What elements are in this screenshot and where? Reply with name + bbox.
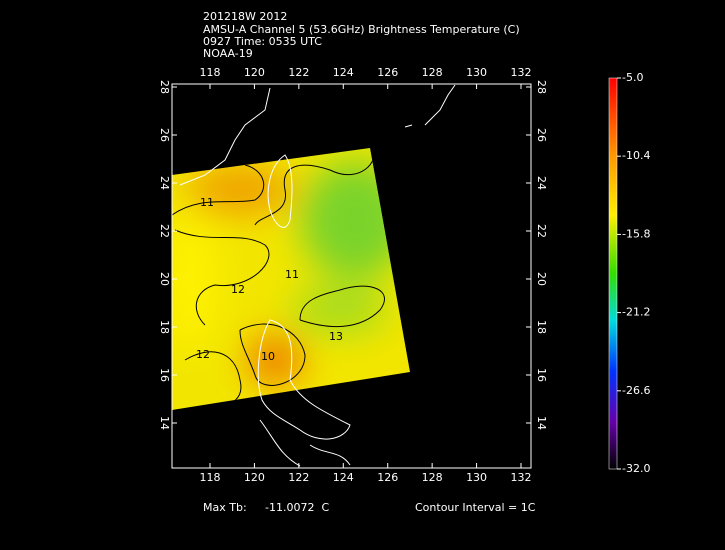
contour bbox=[174, 229, 270, 326]
max-tb-value: -11.0072 C bbox=[265, 501, 329, 514]
lon-tick-label: 118 bbox=[199, 66, 220, 79]
lat-tick-label: 20 bbox=[535, 272, 548, 286]
lon-tick-label: 122 bbox=[288, 471, 309, 484]
contour-label: 10 bbox=[261, 350, 275, 363]
header-line: 201218W 2012 bbox=[203, 10, 287, 23]
contour bbox=[239, 323, 306, 386]
coastline bbox=[259, 419, 351, 467]
shade bbox=[172, 210, 215, 350]
header-line: AMSU-A Channel 5 (53.6GHz) Brightness Te… bbox=[203, 23, 520, 36]
colorbar-tick-label: -15.8 bbox=[622, 227, 650, 240]
swath-shading bbox=[172, 160, 410, 385]
contour-label: 11 bbox=[200, 196, 214, 209]
coastline bbox=[267, 154, 293, 228]
lon-tick-label: 124 bbox=[333, 66, 354, 79]
lat-tick-label: 18 bbox=[535, 320, 548, 334]
lon-tick-label: 126 bbox=[377, 66, 398, 79]
lat-tick-label: 28 bbox=[158, 80, 171, 94]
coastline bbox=[404, 84, 456, 128]
contour-label: 13 bbox=[329, 330, 343, 343]
lon-tick-label: 130 bbox=[466, 66, 487, 79]
contour bbox=[172, 164, 265, 216]
lon-tick-label: 130 bbox=[466, 471, 487, 484]
lon-tick-label: 122 bbox=[288, 66, 309, 79]
contour-label: 12 bbox=[196, 348, 210, 361]
lat-tick-label: 18 bbox=[158, 320, 171, 334]
lat-tick-label: 28 bbox=[535, 80, 548, 94]
colorbar-tick-label: -5.0 bbox=[622, 71, 643, 84]
colorbar-tick-label: -32.0 bbox=[622, 462, 650, 475]
lat-tick-label: 24 bbox=[158, 176, 171, 190]
lat-tick-label: 24 bbox=[535, 176, 548, 190]
lat-tick-label: 22 bbox=[535, 224, 548, 238]
lat-tick-label: 26 bbox=[158, 128, 171, 142]
shade bbox=[300, 160, 410, 280]
header-line: NOAA-19 bbox=[203, 47, 253, 60]
colorbar-tick-label: -26.6 bbox=[622, 384, 650, 397]
lat-tick-label: 14 bbox=[158, 416, 171, 430]
colorbar-tick-label: -21.2 bbox=[622, 306, 650, 319]
coastline bbox=[257, 319, 351, 440]
contour-label: 11 bbox=[285, 268, 299, 281]
contour bbox=[254, 149, 375, 226]
header: 201218W 2012 AMSU-A Channel 5 (53.6GHz) … bbox=[203, 10, 520, 60]
lat-tick-label: 20 bbox=[158, 272, 171, 286]
lat-tick-label: 16 bbox=[535, 368, 548, 382]
coastlines bbox=[179, 84, 456, 467]
lat-tick-label: 26 bbox=[535, 128, 548, 142]
lat-tick-label: 16 bbox=[158, 368, 171, 382]
colorbar-tick-label: -10.4 bbox=[622, 149, 650, 162]
header-line: 0927 Time: 0535 UTC bbox=[203, 35, 322, 48]
lon-tick-label: 120 bbox=[244, 66, 265, 79]
contour-interval: Contour Interval = 1C bbox=[415, 501, 536, 514]
footer: Max Tb: -11.0072 C Contour Interval = 1C bbox=[203, 501, 536, 514]
shade bbox=[290, 285, 390, 335]
lon-tick-label: 126 bbox=[377, 471, 398, 484]
lon-tick-label: 118 bbox=[199, 471, 220, 484]
lon-tick-label: 120 bbox=[244, 471, 265, 484]
lon-tick-label: 132 bbox=[511, 66, 532, 79]
lat-tick-label: 14 bbox=[535, 416, 548, 430]
lon-tick-label: 124 bbox=[333, 471, 354, 484]
colorbar bbox=[608, 77, 618, 470]
lon-tick-label: 128 bbox=[422, 471, 443, 484]
contour bbox=[299, 285, 385, 328]
lon-tick-label: 132 bbox=[511, 471, 532, 484]
lon-tick-label: 128 bbox=[422, 66, 443, 79]
contours bbox=[172, 149, 385, 409]
lat-tick-label: 22 bbox=[158, 224, 171, 238]
coastline bbox=[179, 87, 271, 186]
max-tb-label: Max Tb: bbox=[203, 501, 247, 514]
contour-label: 12 bbox=[231, 283, 245, 296]
map-frame bbox=[171, 83, 532, 469]
